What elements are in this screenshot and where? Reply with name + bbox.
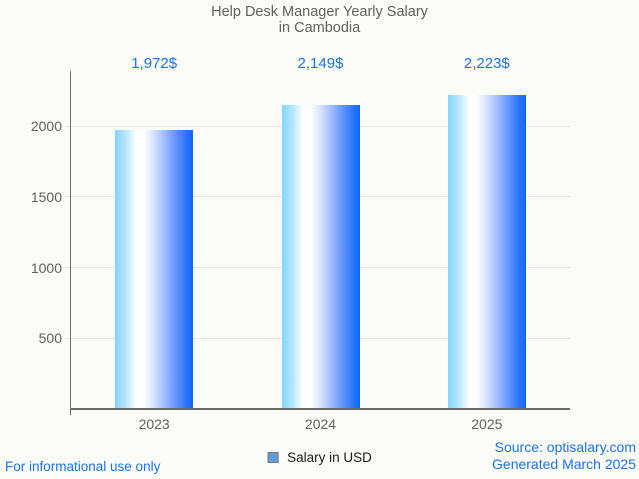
x-axis-label: 2024 — [304, 416, 337, 432]
y-axis-tick-label: 2000 — [30, 118, 62, 135]
bar-value-label: 2,149$ — [297, 55, 344, 72]
bar-2025[interactable] — [447, 94, 526, 409]
y-axis-tick-label: 500 — [38, 330, 62, 347]
bar-2024[interactable] — [281, 105, 360, 409]
legend: Salary in USD — [267, 450, 372, 465]
y-axis-line — [70, 71, 71, 415]
chart-title-line1: Help Desk Manager Yearly Salary — [211, 4, 428, 20]
x-axis-label: 2025 — [471, 416, 503, 432]
bar-2023[interactable] — [115, 130, 194, 409]
y-axis-tick-label: 1500 — [30, 188, 62, 205]
chart-title: Help Desk Manager Yearly Salary in Cambo… — [0, 4, 639, 36]
chart-title-line2: in Cambodia — [278, 20, 361, 36]
x-axis-label: 2023 — [138, 416, 170, 432]
source-block: Source: optisalary.com Generated March 2… — [492, 439, 636, 473]
legend-marker-icon — [267, 452, 279, 463]
disclaimer-text: For informational use only — [5, 459, 161, 474]
x-axis-line — [71, 408, 570, 410]
generated-date: Generated March 2025 — [492, 456, 636, 472]
legend-label: Salary in USD — [287, 450, 372, 465]
bar-value-label: 2,223$ — [463, 55, 510, 72]
y-axis-tick-label: 1000 — [30, 259, 62, 276]
source-link[interactable]: Source: optisalary.com — [494, 439, 636, 455]
bar-value-label: 1,972$ — [131, 55, 178, 72]
